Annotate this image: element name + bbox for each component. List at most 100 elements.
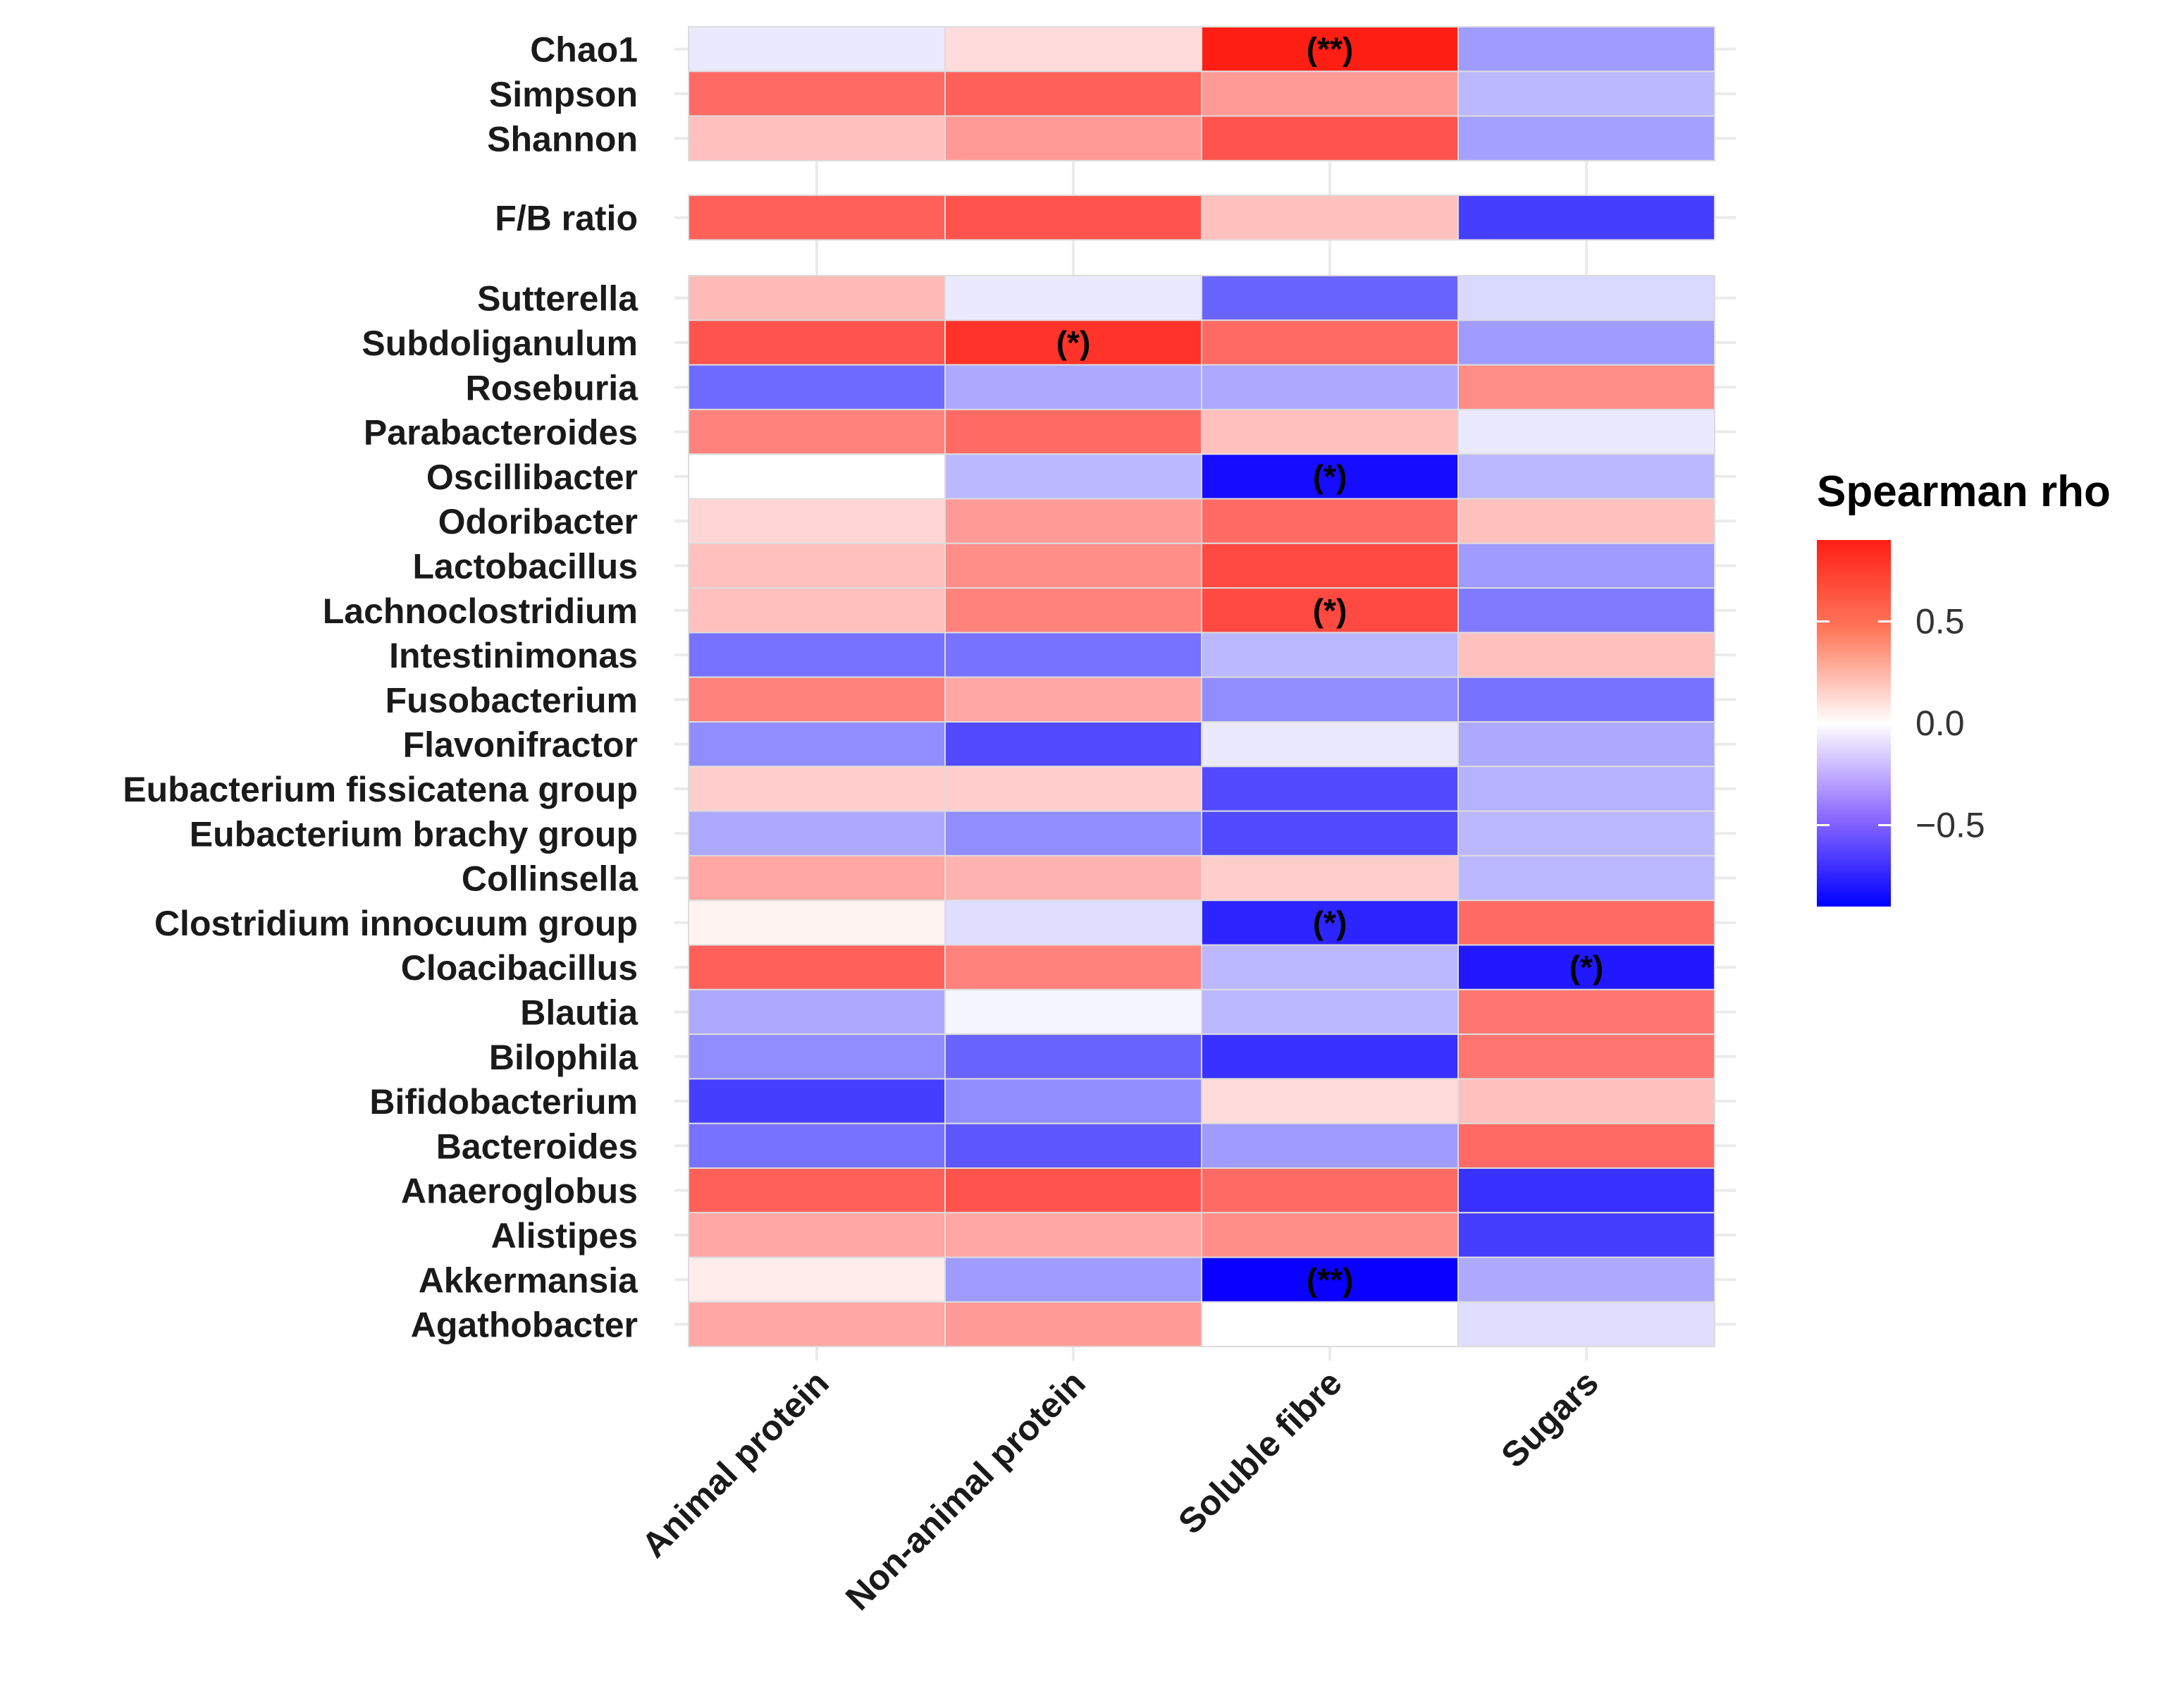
heatmap-cell: [1457, 944, 1715, 990]
heatmap-cell: [688, 587, 946, 634]
heatmap-cell: [1457, 275, 1715, 321]
row-label: Agathobacter: [411, 1306, 638, 1345]
heatmap-cell: [688, 988, 946, 1036]
heatmap-cell: [688, 1212, 946, 1258]
heatmap-cell: [944, 1122, 1202, 1169]
heatmap-cell: [688, 195, 946, 241]
heatmap-cell: [688, 1301, 946, 1348]
heatmap-cell: [688, 319, 946, 366]
heatmap-cell: [1457, 498, 1715, 544]
row-label: Sutterella: [477, 279, 638, 319]
heatmap-cell: [688, 944, 946, 990]
heatmap-cell: [1457, 453, 1715, 500]
heatmap-cell: [688, 70, 946, 117]
row-label: Odoribacter: [438, 502, 638, 541]
heatmap-cell: [944, 319, 1202, 366]
heatmap-cell: [944, 542, 1202, 589]
significance-marker: (*): [1313, 458, 1347, 495]
heatmap-cell: [944, 587, 1202, 634]
heatmap-cell: [1457, 1167, 1715, 1214]
heatmap-cell: [688, 1033, 946, 1080]
heatmap-cell: [1201, 1033, 1459, 1080]
heatmap-cell: [944, 676, 1202, 723]
heatmap-cell: [944, 498, 1202, 544]
heatmap-cell: [1201, 319, 1459, 366]
heatmap-cell: [944, 810, 1202, 857]
row-label: Parabacteroides: [364, 413, 638, 453]
heatmap-cell: [1457, 632, 1715, 678]
heatmap-cell: [944, 721, 1202, 768]
heatmap-cell: [944, 766, 1202, 812]
legend-ticks: 0.5 0.0 −0.5: [1817, 602, 1985, 845]
row-label: F/B ratio: [495, 199, 638, 238]
row-label: Eubacterium brachy group: [190, 814, 638, 854]
heatmap-cell: [1201, 810, 1459, 857]
row-label: Blautia: [520, 993, 638, 1032]
row-label: Oscillibacter: [426, 458, 638, 497]
row-label: Akkermansia: [419, 1260, 638, 1300]
heatmap-cell: [1201, 195, 1459, 241]
heatmap-cell: [1201, 676, 1459, 723]
heatmap-cell: [1457, 721, 1715, 768]
column-label: Non-animal protein: [838, 1363, 1093, 1618]
row-label: Lachnoclostridium: [323, 591, 638, 631]
color-legend: Spearman rho 0.5 0.0 −0.5: [1817, 467, 2111, 907]
heatmap-cell: [1457, 810, 1715, 857]
heatmap-cell: [1457, 364, 1715, 410]
legend-tick-label: −0.5: [1915, 805, 1985, 845]
significance-marker: (**): [1307, 31, 1353, 68]
heatmap-cell: [1457, 1256, 1715, 1303]
heatmap-cell: [688, 1256, 946, 1303]
significance-labels: (**) (*) (*) (*) (*) (*) (**): [1056, 31, 1604, 1299]
legend-tick-label: 0.5: [1915, 602, 1965, 642]
heatmap-cell: [944, 632, 1202, 678]
heatmap-cell: [1201, 721, 1459, 768]
heatmap-cell: [1201, 587, 1459, 634]
heatmap-cell: [944, 900, 1202, 946]
significance-marker: (*): [1569, 949, 1604, 986]
heatmap-cell: [1457, 195, 1715, 241]
heatmap-cell: [688, 115, 946, 161]
heatmap-cell: [944, 854, 1202, 902]
significance-marker: (**): [1307, 1261, 1353, 1298]
heatmap-cell: [1201, 275, 1459, 321]
heatmap-cell: [1201, 632, 1459, 678]
heatmap-cell: [1201, 988, 1459, 1036]
heatmap-cell: [944, 195, 1202, 241]
heatmap-cell: [688, 721, 946, 768]
heatmap-cell: [688, 26, 946, 73]
heatmap-cell: [688, 542, 946, 589]
row-label: Cloacibacillus: [401, 948, 638, 988]
heatmap-cell: [1201, 900, 1459, 946]
heatmap-cell: [1201, 26, 1459, 73]
heatmap-cell: [688, 854, 946, 902]
heatmap-cell: [944, 1212, 1202, 1258]
column-labels: Animal protein Non-animal protein Soluble …: [634, 1363, 1606, 1618]
heatmap-cell: [688, 364, 946, 410]
row-label: Fusobacterium: [385, 680, 638, 720]
heatmap-cell: [1457, 1078, 1715, 1124]
heatmap-cell: [1201, 498, 1459, 544]
row-label: Bifidobacterium: [369, 1082, 638, 1122]
heatmap-cell: [1457, 988, 1715, 1036]
heatmap-cell: [1457, 766, 1715, 812]
legend-tick-label: 0.0: [1915, 704, 1965, 743]
heatmap-cell: [688, 1078, 946, 1124]
row-label: Flavonifractor: [403, 725, 638, 765]
heatmap-cell: [944, 115, 1202, 161]
row-label: Lactobacillus: [412, 546, 638, 586]
heatmap-cell: [1457, 1212, 1715, 1258]
heatmap-cell: [944, 1301, 1202, 1348]
heatmap-cell: [1201, 115, 1459, 161]
significance-marker: (*): [1056, 324, 1091, 361]
row-label: Eubacterium fissicatena group: [123, 770, 638, 809]
heatmap-cell: [944, 408, 1202, 455]
heatmap-cell: [1457, 587, 1715, 634]
heatmap-cell: [944, 988, 1202, 1036]
heatmap-cell: [688, 676, 946, 723]
heatmap-cell: [1457, 1033, 1715, 1080]
heatmap-cell: [1457, 676, 1715, 723]
row-label: Subdoliganulum: [362, 324, 638, 363]
heatmap-cell: [1457, 854, 1715, 902]
heatmap-cell: [944, 275, 1202, 321]
